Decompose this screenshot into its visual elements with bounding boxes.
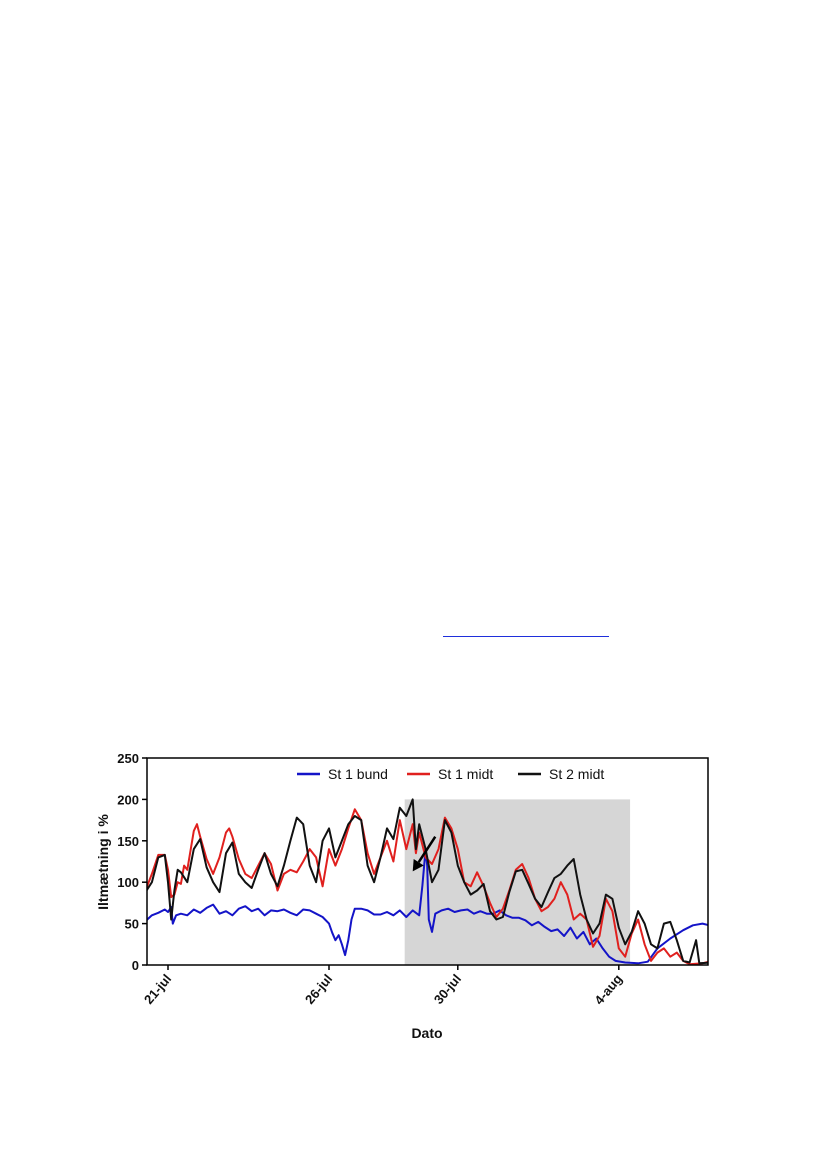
hyperlink-underline[interactable] (443, 636, 609, 637)
legend-label-1: St 1 bund (328, 766, 388, 782)
x-tick-label: 4-aug (591, 971, 625, 1007)
x-tick-label: 30-jul (431, 971, 464, 1007)
y-tick-label: 150 (117, 834, 139, 849)
plot-frame (146, 757, 709, 966)
y-axis-title: Iltmætning i % (95, 814, 111, 910)
series-line-2 (147, 808, 708, 965)
legend-label-3: St 2 midt (549, 766, 604, 782)
y-tick-label: 50 (125, 917, 139, 932)
y-tick-label: 250 (117, 751, 139, 766)
y-tick-label: 100 (117, 875, 139, 890)
legend-label-2: St 1 midt (438, 766, 493, 782)
arrow-shaft (417, 835, 437, 863)
series-line-3 (147, 798, 708, 965)
x-tick-label: 26-jul (302, 971, 335, 1007)
y-tick-label: 200 (117, 792, 139, 807)
series-line-1 (147, 848, 708, 965)
y-tick-label: 0 (132, 958, 139, 973)
x-tick-label: 21-jul (141, 971, 174, 1007)
arrow-head (412, 858, 424, 872)
x-axis-title: Dato (411, 1025, 442, 1041)
